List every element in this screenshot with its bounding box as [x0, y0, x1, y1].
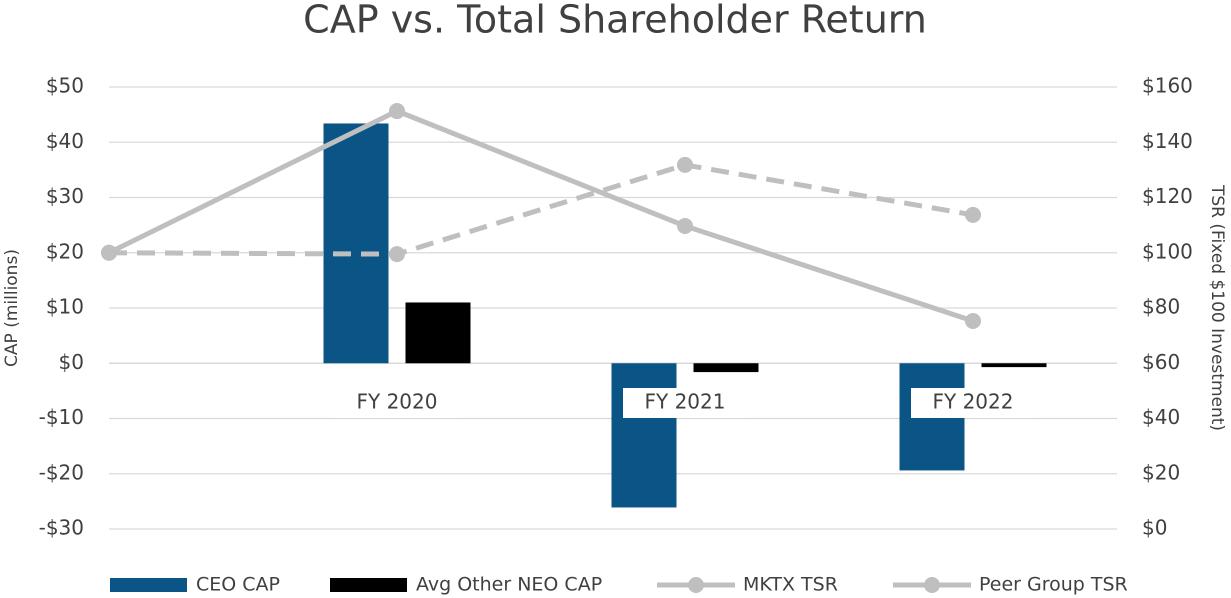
- bar: [611, 363, 677, 508]
- line: [108, 162, 974, 257]
- chart-title: CAP vs. Total Shareholder Return: [303, 0, 927, 42]
- y-tick-label: -$10: [39, 405, 84, 429]
- bar: [693, 363, 759, 373]
- y2-axis-title: TSR (Fixed $100 Investment): [1207, 184, 1227, 431]
- legend-swatch: [110, 578, 187, 592]
- x-label-bg: [335, 388, 459, 418]
- line-marker: [677, 156, 693, 173]
- legend-label: CEO CAP: [196, 574, 280, 596]
- y-tick-label: -$20: [39, 460, 84, 484]
- legend-swatch: [330, 578, 407, 592]
- y-tick-label: $20: [46, 239, 84, 263]
- y-tick-label: $10: [46, 295, 84, 319]
- x-label-bg: [911, 388, 1035, 418]
- y-tick-label: $50: [46, 74, 84, 98]
- bar: [405, 302, 471, 364]
- legend-label: Avg Other NEO CAP: [416, 574, 602, 596]
- x-tick-label: FY 2021: [645, 390, 726, 414]
- line-marker: [677, 217, 693, 234]
- legend-marker: [924, 577, 940, 593]
- y-axis-title: CAP (millions): [2, 249, 22, 367]
- legend-label: MKTX TSR: [743, 574, 838, 596]
- legend-label: Peer Group TSR: [979, 574, 1128, 596]
- line: [107, 108, 974, 324]
- bar: [981, 363, 1047, 368]
- y2-tick-label: $20: [1142, 460, 1180, 484]
- y2-tick-label: $100: [1142, 239, 1193, 263]
- x-tick-label: FY 2020: [357, 390, 438, 414]
- y2-tick-label: $140: [1142, 129, 1193, 153]
- y2-tick-label: $160: [1142, 74, 1193, 98]
- bar: [323, 123, 389, 364]
- y2-tick-label: $60: [1142, 350, 1180, 374]
- line-marker: [965, 312, 981, 329]
- line-marker: [389, 246, 405, 263]
- y-tick-label: $30: [46, 184, 84, 208]
- line-marker: [101, 244, 117, 261]
- line-marker: [965, 206, 981, 223]
- legend-marker: [688, 577, 704, 593]
- y2-tick-label: $40: [1142, 405, 1180, 429]
- y2-tick-label: $0: [1142, 516, 1167, 540]
- y-tick-label: $0: [59, 350, 84, 374]
- y2-tick-label: $80: [1142, 295, 1180, 319]
- y-tick-label: -$30: [39, 516, 84, 540]
- y-tick-label: $40: [46, 129, 84, 153]
- line-marker: [389, 103, 405, 120]
- x-tick-label: FY 2022: [933, 390, 1014, 414]
- x-label-bg: [623, 388, 747, 418]
- y2-tick-label: $120: [1142, 184, 1193, 208]
